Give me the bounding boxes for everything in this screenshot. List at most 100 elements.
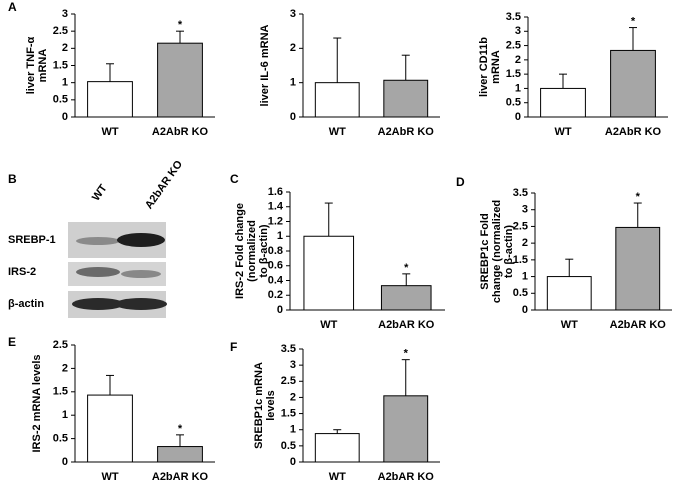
blot-lane-label: A2bAR KO: [143, 158, 185, 211]
y-axis-label: to β-actin): [503, 225, 515, 278]
y-tick-label: 2.5: [506, 39, 521, 51]
blot-band: [72, 298, 124, 310]
y-axis-label: SREBP1c Fold: [479, 213, 491, 289]
y-tick-label: 0: [515, 111, 521, 123]
x-tick-label: A2AbR KO: [605, 126, 662, 138]
y-tick-label: 0: [62, 111, 68, 123]
y-tick-label: 0: [522, 304, 528, 316]
x-tick-label: A2bAR KO: [610, 319, 667, 331]
y-tick-label: 1.5: [506, 68, 521, 80]
significance-mark: *: [404, 348, 409, 360]
y-tick-label: 0.4: [268, 274, 284, 286]
y-axis-label: IRS-2 mRNA levels: [31, 354, 43, 452]
y-tick-label: 2: [515, 54, 521, 66]
blot-band: [117, 233, 165, 247]
y-axis-label: levels: [265, 390, 277, 421]
y-tick-label: 2.5: [53, 25, 68, 37]
y-tick-label: 0.5: [513, 287, 528, 299]
x-tick-label: WT: [561, 319, 578, 331]
y-tick-label: 1: [290, 77, 296, 89]
y-tick-label: 3: [515, 25, 521, 37]
y-tick-label: 2.5: [53, 339, 68, 351]
y-tick-label: 1: [522, 270, 528, 282]
y-tick-label: 0: [62, 456, 68, 468]
y-tick-label: 3.5: [281, 343, 296, 355]
blot-band: [121, 270, 161, 278]
bar: [380, 285, 432, 311]
blot-lane-label: WT: [90, 182, 110, 203]
y-axis-label: liver IL-6 mRNA: [259, 24, 271, 106]
x-tick-label: A2AbR KO: [378, 126, 435, 138]
y-tick-label: 2: [62, 42, 68, 54]
y-axis-label: IRS-2 Fold change: [234, 203, 246, 299]
y-tick-label: 1: [62, 77, 68, 89]
y-tick-label: 1.2: [268, 215, 283, 227]
y-tick-label: 1: [290, 424, 296, 436]
bar: [383, 79, 429, 118]
y-axis-label: mRNA: [37, 49, 49, 83]
y-tick-label: 1: [62, 409, 68, 421]
significance-mark: *: [178, 423, 183, 435]
x-tick-label: WT: [329, 126, 346, 138]
y-tick-label: 0.6: [268, 260, 283, 272]
y-tick-label: 1.6: [268, 186, 283, 198]
panel-label: A: [8, 0, 17, 14]
blot-band: [76, 267, 120, 277]
x-tick-label: WT: [329, 471, 346, 483]
western-blot: SREBP-1 IRS-2 β-actin WT A2bAR KO: [8, 158, 185, 318]
bar: [157, 42, 203, 118]
y-tick-label: 0.5: [506, 97, 521, 109]
x-tick-label: A2bAR KO: [378, 471, 435, 483]
y-tick-label: 0: [277, 304, 283, 316]
y-tick-label: 3: [290, 359, 296, 371]
y-tick-label: 0.5: [281, 440, 296, 452]
blot-band: [76, 237, 120, 245]
y-tick-label: 1: [515, 82, 521, 94]
blot-row-label: SREBP-1: [8, 234, 56, 246]
x-tick-label: WT: [101, 126, 118, 138]
y-tick-label: 1.5: [281, 407, 296, 419]
panel-label: D: [456, 175, 465, 189]
significance-mark: *: [404, 262, 409, 274]
y-tick-label: 2: [522, 237, 528, 249]
y-tick-label: 1.5: [53, 59, 68, 71]
y-tick-label: 0: [290, 456, 296, 468]
x-tick-label: A2AbR KO: [152, 126, 209, 138]
bar: [546, 276, 592, 311]
x-tick-label: WT: [320, 319, 337, 331]
blot-row-label: IRS-2: [8, 266, 36, 278]
bar: [383, 395, 429, 463]
y-tick-label: 3: [522, 204, 528, 216]
bar: [303, 235, 355, 311]
y-axis-label: change (normalized: [491, 200, 503, 303]
y-tick-label: 0.2: [268, 289, 283, 301]
bar: [314, 82, 360, 118]
y-axis-label: mRNA: [490, 50, 502, 84]
y-tick-label: 2.5: [281, 375, 296, 387]
y-tick-label: 1.5: [53, 386, 68, 398]
y-tick-label: 1.4: [268, 201, 284, 213]
significance-mark: *: [178, 19, 183, 31]
bar: [87, 394, 133, 463]
y-tick-label: 3: [62, 8, 68, 20]
x-tick-label: WT: [554, 126, 571, 138]
y-tick-label: 0.5: [53, 94, 68, 106]
blot-band: [115, 298, 167, 310]
y-tick-label: 0.8: [268, 245, 283, 257]
y-tick-label: 1.5: [513, 254, 528, 266]
y-axis-label: (normalized: [246, 220, 258, 282]
panel-label: F: [230, 340, 237, 354]
y-tick-label: 0.5: [53, 433, 68, 445]
y-tick-label: 2.5: [513, 220, 528, 232]
y-axis-label: SREBP1c mRNA: [253, 362, 265, 449]
y-axis-label: liver TNF-α: [25, 37, 37, 95]
y-tick-label: 3: [290, 8, 296, 20]
panel-label: E: [8, 335, 16, 349]
bar: [314, 433, 360, 463]
y-tick-label: 2: [290, 391, 296, 403]
x-tick-label: A2bAR KO: [378, 319, 435, 331]
x-tick-label: WT: [101, 471, 118, 483]
significance-mark: *: [636, 191, 641, 203]
y-tick-label: 0: [290, 111, 296, 123]
